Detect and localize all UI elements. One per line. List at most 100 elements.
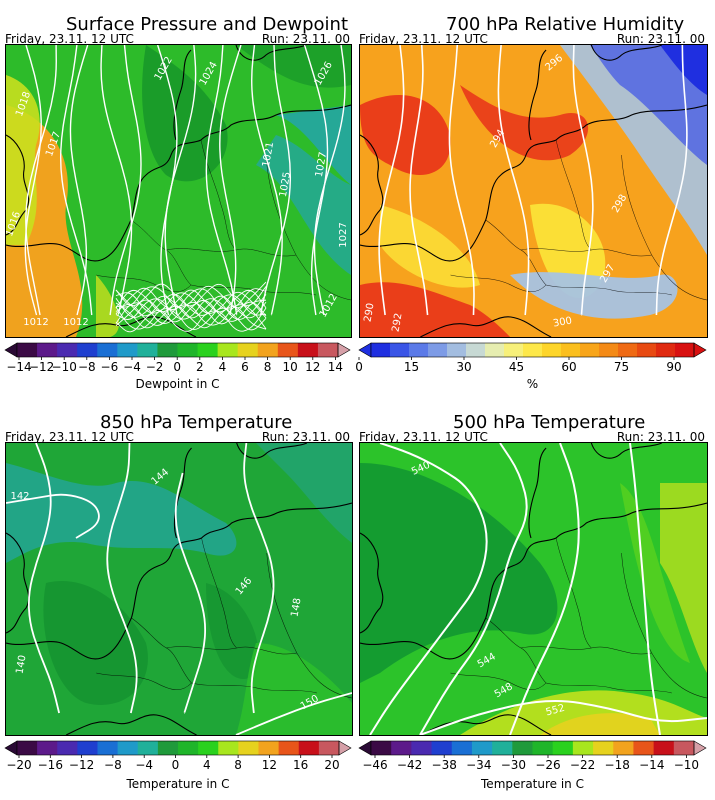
contour-line — [115, 299, 267, 327]
colorbar-segment — [57, 741, 78, 755]
colorbar-extend-max — [693, 342, 707, 358]
colorbar-segment — [297, 343, 319, 357]
humidity-low-region — [510, 272, 678, 319]
colorbar-label: Dewpoint in C — [135, 377, 220, 391]
coastlines — [360, 45, 707, 337]
colorbar-tick-label: 8 — [234, 758, 242, 772]
colorbar-tick-label: −10 — [674, 758, 699, 772]
colorbar-tick-label: 20 — [324, 758, 339, 772]
valid-time: Friday, 23.11. 12 UTC — [5, 32, 134, 46]
colorbar-tick-label: 6 — [241, 360, 249, 374]
colorbar-segment — [580, 343, 600, 357]
contour-label: 142 — [10, 491, 29, 502]
contour-line — [115, 291, 267, 319]
contour-line — [448, 45, 475, 316]
colorbar-segment — [471, 741, 493, 755]
contour-line — [419, 700, 707, 735]
humidity-mid-region — [380, 205, 480, 288]
colorbar-segment — [613, 741, 634, 755]
colorbar-tick-label: −12 — [69, 758, 94, 772]
run-time: Run: 23.11. 00 — [616, 32, 705, 46]
colorbar-tick-label: 0 — [355, 360, 363, 374]
colorbar-segment — [653, 741, 675, 755]
run-time: Run: 23.11. 00 — [616, 430, 705, 444]
colorbar-tick-label: 0 — [173, 360, 181, 374]
dewpoint-region — [96, 275, 120, 337]
temperature-warm-region — [660, 483, 707, 673]
colorbar-svg: −14−12−10 −8 −6 −4 −2 0 2 4 6 8 10 12 14 — [4, 342, 351, 374]
contour-line — [25, 45, 57, 316]
contour-label: 1027 — [338, 222, 349, 247]
colorbar-tick-label: 30 — [456, 360, 471, 374]
dewpoint-cool-region — [276, 105, 351, 185]
colorbar-segment — [428, 343, 448, 357]
humidity-high-region — [360, 282, 510, 337]
valid-time: Friday, 23.11. 12 UTC — [359, 430, 488, 444]
contour-line — [219, 45, 242, 316]
panel-title: Surface Pressure and Dewpoint — [66, 14, 349, 35]
colorbar-segment — [675, 343, 695, 357]
colorbar-tick-label: −12 — [29, 360, 54, 374]
panel-title: 700 hPa Relative Humidity — [446, 14, 685, 35]
contour-label: 1021 — [261, 141, 276, 168]
colorbar-segment — [218, 741, 239, 755]
contour-label: 290 — [362, 302, 376, 323]
contour-line — [655, 45, 688, 316]
colorbar-tick-label: −30 — [501, 758, 526, 772]
colorbar-segment — [77, 741, 98, 755]
valid-time: Friday, 23.11. 12 UTC — [359, 32, 488, 46]
colorbar-segment — [257, 343, 279, 357]
dewpoint-field — [6, 45, 351, 337]
colorbar-temperature: −20 −16 −12 −8 −4 0 4 8 12 16 20 — [4, 740, 352, 772]
colorbar-dewpoint: −14 −12 −10 −8 −6 −4 −2 0 2 4 6 8 10 12 14 — [4, 342, 351, 374]
colorbar-segment — [217, 343, 239, 357]
country-borders — [450, 537, 707, 699]
contour-line — [115, 281, 267, 309]
colorbar-tick-label: 4 — [219, 360, 227, 374]
humidity-high-region — [460, 85, 589, 161]
contour-line — [205, 45, 238, 316]
colorbar-segment — [278, 741, 300, 755]
colorbar-tick-label: 12 — [305, 360, 320, 374]
humidity-high-region — [360, 95, 451, 175]
colorbar-segment — [633, 741, 655, 755]
contour-line — [115, 307, 267, 333]
colorbar-tick-label: −2 — [146, 360, 164, 374]
colorbar-segment — [37, 741, 58, 755]
colorbar-tick-label: −8 — [104, 758, 122, 772]
coastlines — [360, 443, 707, 735]
colorbar-extend-min — [358, 342, 372, 358]
colorbar-segment — [318, 741, 340, 755]
contour-label: 1012 — [63, 317, 88, 328]
contour-line — [174, 472, 207, 714]
colorbar-tick-label: −34 — [466, 758, 491, 772]
colorbar-tick-label: −6 — [101, 360, 119, 374]
coastlines — [6, 45, 351, 337]
contour-line — [572, 45, 594, 316]
colorbar-segment — [371, 741, 392, 755]
temperature-cold-region — [360, 463, 558, 683]
contour-line — [115, 283, 267, 307]
colorbar-segment — [198, 741, 219, 755]
colorbar-segment — [523, 343, 543, 357]
contour-line — [164, 45, 197, 316]
colorbar-tick-label: −14 — [639, 758, 664, 772]
dewpoint-region — [6, 75, 40, 245]
colorbar-segment — [157, 741, 179, 755]
temperature-region — [620, 483, 690, 663]
run-time: Run: 23.11. 00 — [261, 430, 350, 444]
colorbar-segment — [451, 741, 473, 755]
colorbar-segment — [237, 343, 259, 357]
colorbar-tick-label: 4 — [203, 758, 211, 772]
colorbar-tick-label: 0 — [172, 758, 180, 772]
map-surface-pressure: 1022 1024 1026 1021 1027 1025 1017 1012 1012 1016… — [5, 44, 352, 338]
valid-time: Friday, 23.11. 12 UTC — [5, 430, 134, 444]
colorbar-tick-label: 8 — [264, 360, 272, 374]
contour-line — [27, 443, 60, 714]
colorbar-segment — [137, 343, 158, 357]
colorbar-segment — [599, 343, 619, 357]
colorbar-tick-label: 45 — [509, 360, 524, 374]
colorbar-tick-label: 12 — [262, 758, 277, 772]
